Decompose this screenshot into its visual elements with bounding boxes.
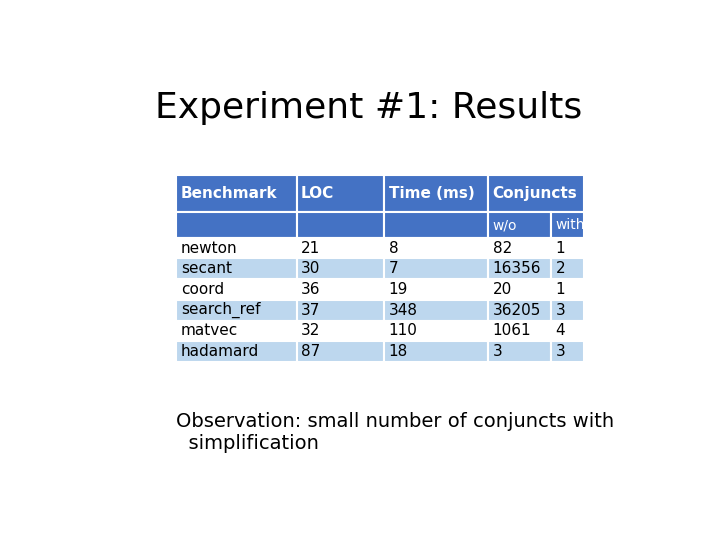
- Text: 18: 18: [389, 344, 408, 359]
- Bar: [552, 259, 584, 279]
- Text: 20: 20: [492, 282, 512, 297]
- Bar: [552, 212, 584, 238]
- Text: 30: 30: [301, 261, 320, 276]
- Text: secant: secant: [181, 261, 232, 276]
- Bar: [384, 175, 488, 212]
- Bar: [176, 279, 297, 300]
- Text: Benchmark: Benchmark: [181, 186, 278, 201]
- Bar: [176, 341, 297, 362]
- Bar: [297, 212, 384, 238]
- Bar: [297, 259, 384, 279]
- Bar: [552, 341, 584, 362]
- Bar: [488, 279, 552, 300]
- Text: with: with: [556, 218, 585, 232]
- Text: 37: 37: [301, 303, 320, 318]
- Text: Observation: small number of conjuncts with
  simplification: Observation: small number of conjuncts w…: [176, 412, 615, 453]
- Text: 3: 3: [556, 344, 565, 359]
- Text: 2: 2: [556, 261, 565, 276]
- Text: Time (ms): Time (ms): [389, 186, 474, 201]
- Bar: [488, 300, 552, 321]
- Text: 8: 8: [389, 240, 398, 255]
- Bar: [488, 175, 584, 212]
- Text: search_ref: search_ref: [181, 302, 261, 319]
- Text: 4: 4: [556, 323, 565, 339]
- Text: 36: 36: [301, 282, 320, 297]
- Text: 7: 7: [389, 261, 398, 276]
- Bar: [384, 300, 488, 321]
- Bar: [552, 321, 584, 341]
- Text: matvec: matvec: [181, 323, 238, 339]
- Bar: [297, 321, 384, 341]
- Text: 19: 19: [389, 282, 408, 297]
- Bar: [384, 259, 488, 279]
- Text: 87: 87: [301, 344, 320, 359]
- Text: hadamard: hadamard: [181, 344, 259, 359]
- Bar: [384, 238, 488, 259]
- Text: 3: 3: [492, 344, 503, 359]
- Text: 82: 82: [492, 240, 512, 255]
- Bar: [384, 279, 488, 300]
- Text: Conjuncts: Conjuncts: [492, 186, 577, 201]
- Text: 110: 110: [389, 323, 418, 339]
- Bar: [552, 300, 584, 321]
- Bar: [176, 300, 297, 321]
- Bar: [384, 341, 488, 362]
- Text: 1061: 1061: [492, 323, 531, 339]
- Bar: [297, 279, 384, 300]
- Text: Experiment #1: Results: Experiment #1: Results: [156, 91, 582, 125]
- Bar: [384, 321, 488, 341]
- Bar: [488, 341, 552, 362]
- Bar: [297, 341, 384, 362]
- Bar: [176, 321, 297, 341]
- Text: 348: 348: [389, 303, 418, 318]
- Bar: [384, 212, 488, 238]
- Text: coord: coord: [181, 282, 224, 297]
- Text: 32: 32: [301, 323, 320, 339]
- Bar: [488, 238, 552, 259]
- Bar: [488, 321, 552, 341]
- Text: 3: 3: [556, 303, 565, 318]
- Bar: [297, 175, 384, 212]
- Bar: [488, 212, 552, 238]
- Bar: [552, 279, 584, 300]
- Bar: [176, 259, 297, 279]
- Bar: [176, 212, 297, 238]
- Bar: [176, 175, 297, 212]
- Bar: [297, 300, 384, 321]
- Text: w/o: w/o: [492, 218, 517, 232]
- Bar: [488, 259, 552, 279]
- Bar: [176, 238, 297, 259]
- Text: 21: 21: [301, 240, 320, 255]
- Text: 1: 1: [556, 282, 565, 297]
- Text: LOC: LOC: [301, 186, 334, 201]
- Bar: [552, 238, 584, 259]
- Text: 16356: 16356: [492, 261, 541, 276]
- Bar: [297, 238, 384, 259]
- Text: 1: 1: [556, 240, 565, 255]
- Text: 36205: 36205: [492, 303, 541, 318]
- Text: newton: newton: [181, 240, 238, 255]
